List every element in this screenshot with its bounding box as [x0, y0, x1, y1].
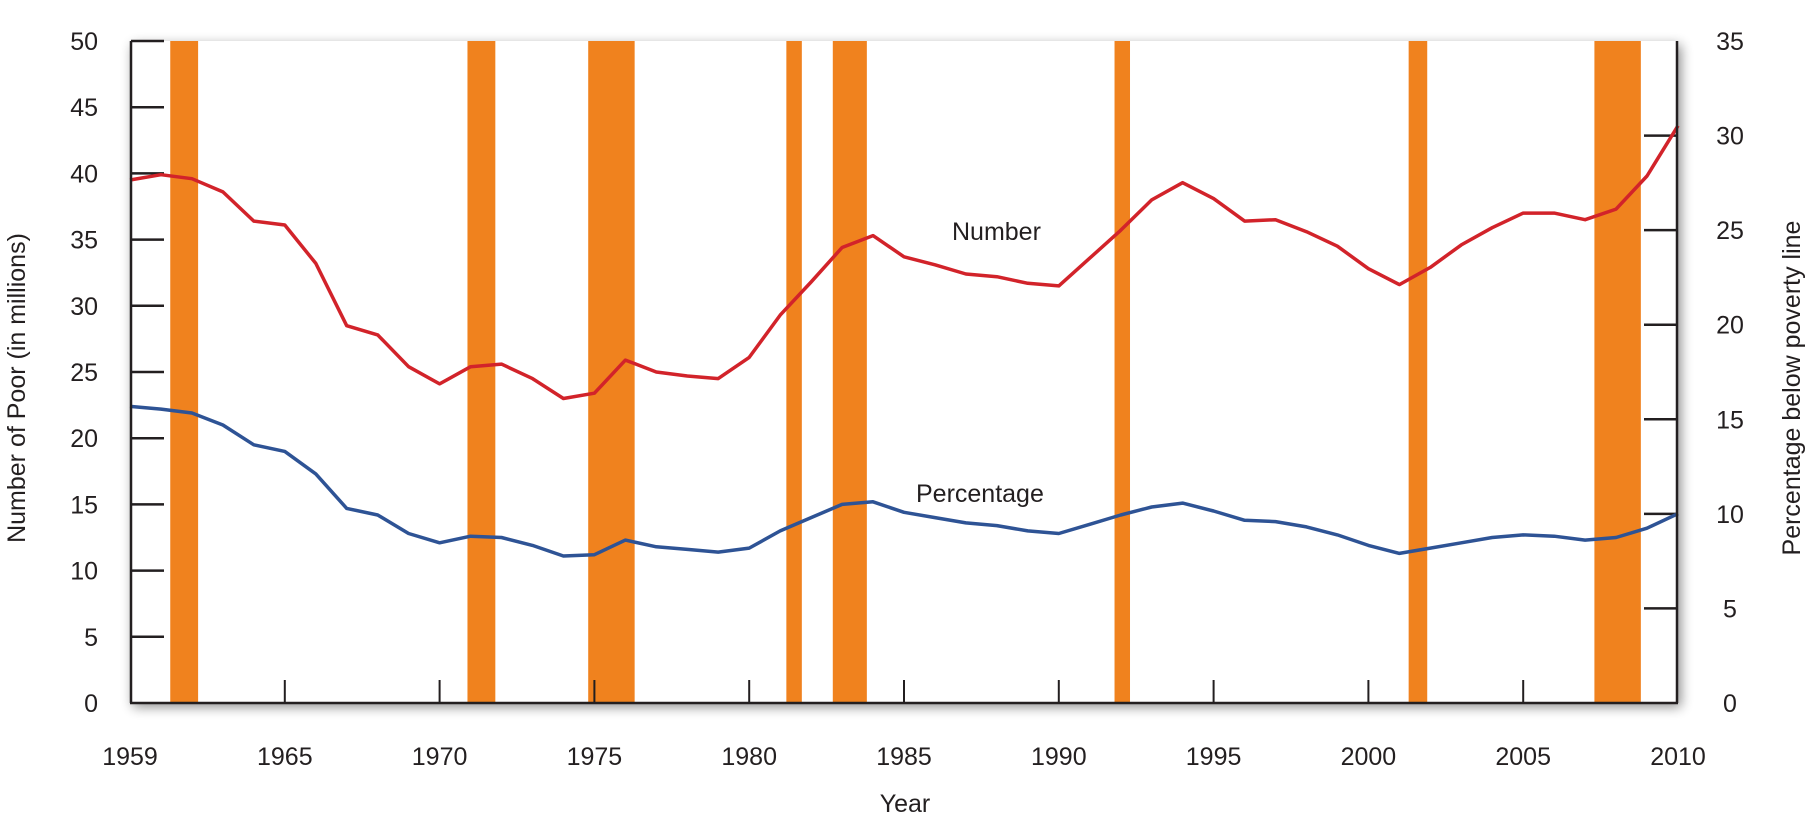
plot-frame	[130, 41, 1678, 703]
axis-ticks	[131, 39, 1677, 703]
recession-bar	[588, 41, 635, 703]
y-right-tick-label: 35	[1716, 28, 1744, 56]
y-left-tick-label: 20	[70, 425, 98, 453]
x-tick-label: 1970	[412, 743, 468, 771]
y-right-tick-label: 30	[1716, 123, 1744, 151]
y-axis-right-title: Percentage below poverty line	[1778, 221, 1806, 556]
recession-bar	[1594, 41, 1641, 703]
y-left-tick-label: 35	[70, 227, 98, 255]
y-left-tick-label: 10	[70, 558, 98, 586]
y-left-tick-label: 45	[70, 94, 98, 122]
x-tick-label: 1990	[1031, 743, 1087, 771]
y-left-tick-label: 15	[70, 491, 98, 519]
y-right-tick-label: 20	[1716, 312, 1744, 340]
x-tick-label: 1975	[567, 743, 623, 771]
x-tick-label: 2005	[1495, 743, 1551, 771]
x-tick-label: 2010	[1650, 743, 1706, 771]
tick-labels: 0 5 10 15 20 25 30 35 40 45 50 0 5 10 15 20 25 30 35 1959 19…	[70, 28, 1744, 771]
recession-bar	[832, 41, 867, 703]
y-left-tick-label: 0	[84, 690, 98, 718]
x-tick-label: 1995	[1186, 743, 1242, 771]
x-tick-label: 1985	[876, 743, 932, 771]
y-left-tick-label: 50	[70, 28, 98, 56]
series-line-percentage	[129, 404, 1679, 558]
recession-bars	[170, 41, 1641, 703]
y-left-tick-label: 25	[70, 359, 98, 387]
x-tick-label: 1980	[721, 743, 777, 771]
x-axis-title: Year	[880, 790, 931, 818]
y-right-tick-label: 5	[1723, 595, 1737, 623]
recession-bar	[1408, 41, 1428, 703]
series-label-percentage: Percentage	[916, 480, 1044, 508]
recession-bar	[1114, 41, 1131, 703]
x-tick-label: 1959	[102, 743, 158, 771]
recession-bar	[786, 41, 802, 703]
x-tick-label: 1965	[257, 743, 313, 771]
y-left-tick-label: 30	[70, 293, 98, 321]
x-tick-label: 2000	[1341, 743, 1397, 771]
y-left-tick-label: 5	[84, 624, 98, 652]
y-right-tick-label: 0	[1723, 690, 1737, 718]
recession-bar	[467, 41, 496, 703]
y-left-tick-label: 40	[70, 160, 98, 188]
recession-bar	[170, 41, 199, 703]
series-label-number: Number	[952, 218, 1041, 246]
y-right-tick-label: 15	[1716, 406, 1744, 434]
y-right-tick-label: 25	[1716, 217, 1744, 245]
series-line-number	[129, 124, 1680, 401]
y-axis-left-title: Number of Poor (in millions)	[3, 233, 31, 543]
series-lines	[129, 124, 1680, 558]
y-right-tick-label: 10	[1716, 501, 1744, 529]
